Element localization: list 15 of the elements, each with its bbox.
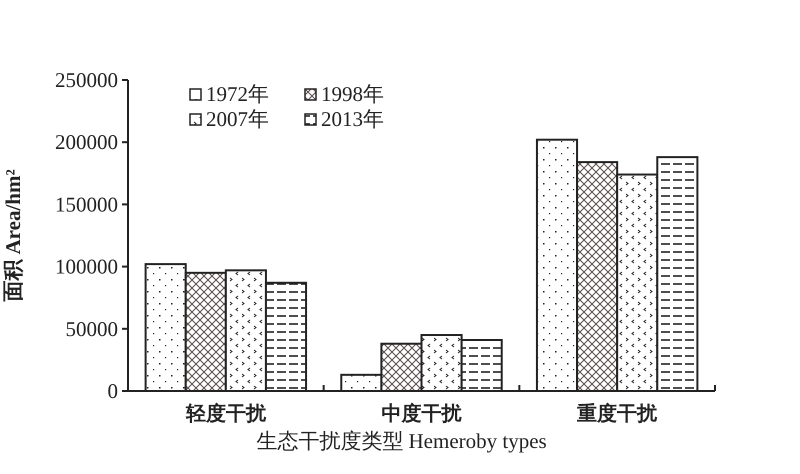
legend-label: 1972年 xyxy=(206,82,269,106)
y-tick-label: 150000 xyxy=(55,192,118,216)
x-tick-label: 轻度干扰 xyxy=(184,402,267,425)
y-tick-label: 100000 xyxy=(55,254,118,279)
x-tick-label: 中度干扰 xyxy=(382,402,462,425)
y-axis-title: 面积 Area/hm² xyxy=(1,169,25,303)
y-tick-label: 50000 xyxy=(66,316,118,341)
y-tick-label: 200000 xyxy=(55,130,118,154)
legend-label: 1998年 xyxy=(321,82,384,106)
y-tick-label: 250000 xyxy=(55,68,118,92)
x-tick-label: 重度干扰 xyxy=(576,402,658,425)
y-tick-label: 0 xyxy=(108,379,118,403)
legend-label: 2013年 xyxy=(321,107,384,131)
legend-label: 2007年 xyxy=(206,107,269,131)
x-axis-title: 生态干扰度类型 Hemeroby types xyxy=(256,429,547,453)
